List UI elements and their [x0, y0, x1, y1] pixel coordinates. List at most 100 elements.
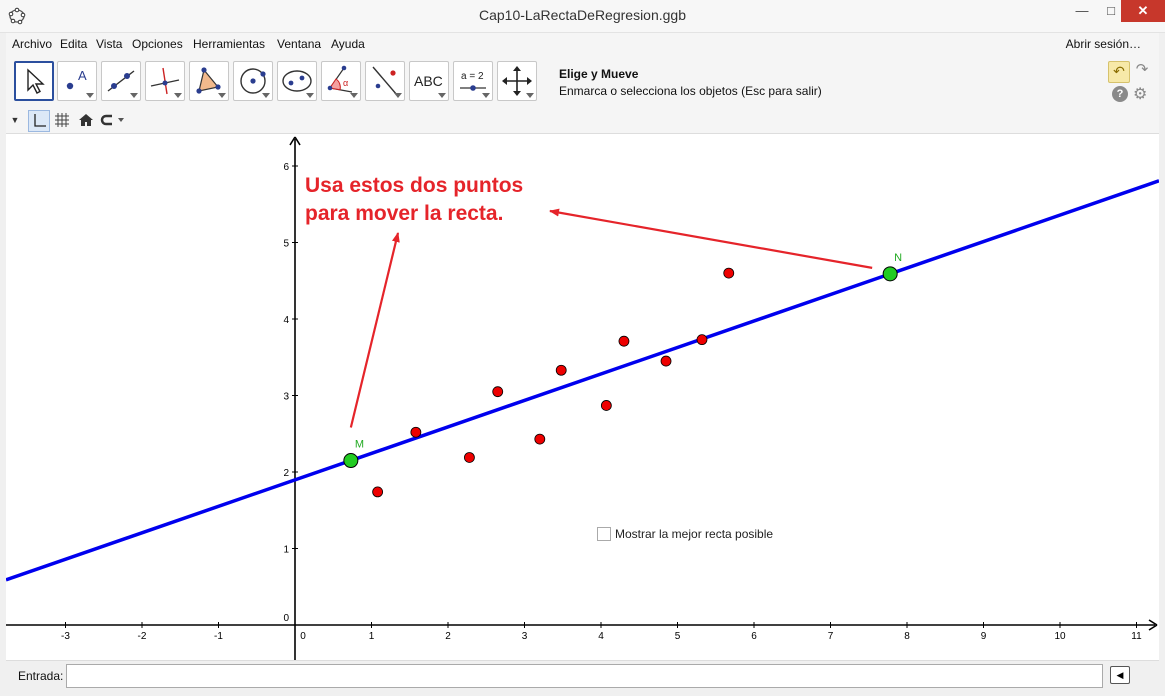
checkbox-box[interactable] [597, 527, 611, 541]
cursor-arrow-icon [27, 68, 45, 94]
x-tick-label: -2 [138, 631, 147, 642]
menu-herramientas[interactable]: Herramientas [193, 37, 266, 51]
title-bar: Cap10-LaRectaDeRegresion.ggb — □ ✕ [0, 0, 1165, 33]
arrow-from-m [349, 232, 400, 428]
undo-button[interactable]: ↶ [1108, 61, 1130, 83]
move-graphics-icon [502, 66, 532, 96]
axis-ticks: -3 -2 -1 0 1 2 3 4 5 6 7 8 9 10 11 0 1 2 3 4 5 6 [61, 162, 1142, 642]
magnet-icon [100, 114, 124, 126]
y-tick-label: 2 [283, 468, 289, 479]
menu-ventana[interactable]: Ventana [277, 37, 322, 51]
minimize-button[interactable]: — [1075, 3, 1089, 18]
x-tick-label: 6 [751, 631, 757, 642]
help-button[interactable]: ? [1112, 86, 1128, 102]
x-tick-label: 0 [300, 631, 306, 642]
line-handles-layer: MN [343, 252, 902, 469]
menu-edita[interactable]: Edita [60, 37, 88, 51]
reflect-tool-button[interactable] [365, 61, 405, 101]
handle-label-m: M [355, 439, 364, 451]
handle-label-n: N [894, 252, 902, 264]
settings-gear-icon[interactable]: ⚙ [1133, 86, 1148, 103]
x-axis-arrow [1148, 619, 1158, 631]
y-tick-label: 5 [283, 239, 289, 250]
axes [6, 136, 1158, 660]
keyboard-icon: ◀ [1116, 670, 1124, 680]
angle-tool-letter: α [343, 78, 348, 88]
data-point [618, 335, 630, 347]
y-tick-label: 1 [283, 545, 289, 556]
data-point [555, 364, 567, 376]
redo-button[interactable]: ↷ [1132, 61, 1152, 81]
polygon-tool-button[interactable] [189, 61, 229, 101]
x-tick-label: 11 [1131, 631, 1142, 642]
close-button[interactable]: ✕ [1121, 0, 1165, 22]
data-point [464, 452, 475, 463]
maximize-button[interactable]: □ [1107, 3, 1115, 18]
move-view-tool-button[interactable] [497, 61, 537, 101]
input-label: Entrada: [18, 669, 64, 683]
text-tool-button[interactable]: ABC [409, 61, 449, 101]
regression-line [6, 179, 1159, 582]
keyboard-toggle-button[interactable]: ◀ [1110, 666, 1130, 684]
login-link[interactable]: Abrir sesión… [1065, 37, 1141, 51]
x-tick-label: 3 [522, 631, 528, 642]
input-bar: Entrada: ◀ [6, 660, 1159, 691]
slider-tool-button[interactable]: a = 2 [453, 61, 493, 101]
move-tool-button[interactable] [14, 61, 54, 101]
grid-icon [55, 113, 69, 127]
graphics-style-bar: ▼ [6, 107, 1159, 133]
circle-tool-button[interactable] [233, 61, 273, 101]
home-icon [79, 114, 93, 126]
y-tick-label: 0 [283, 613, 289, 624]
toggle-axes-button[interactable] [28, 110, 50, 132]
regression-line-layer [6, 179, 1159, 582]
line-tool-button[interactable] [101, 61, 141, 101]
perpendicular-tool-button[interactable] [145, 61, 185, 101]
redo-icon: ↷ [1135, 61, 1149, 78]
menu-archivo[interactable]: Archivo [12, 37, 53, 51]
annotation-line-1: Usa estos dos puntos [305, 174, 524, 197]
y-tick-label: 3 [283, 392, 289, 403]
menu-bar: Archivo Edita Vista Opciones Herramienta… [6, 33, 1159, 57]
tool-help-description: Enmarca o selecciona los objetos (Esc pa… [559, 84, 822, 98]
ellipse-tool-button[interactable] [277, 61, 317, 101]
menu-ayuda[interactable]: Ayuda [331, 37, 365, 51]
window-title: Cap10-LaRectaDeRegresion.ggb [478, 7, 687, 23]
axes-icon [34, 114, 46, 127]
arrow-from-n [549, 208, 873, 269]
x-tick-label: -1 [214, 631, 223, 642]
x-tick-label: 9 [981, 631, 987, 642]
data-point [723, 267, 735, 279]
x-tick-label: 2 [445, 631, 451, 642]
x-tick-label: 4 [598, 631, 604, 642]
input-field[interactable] [66, 664, 1103, 688]
x-tick-label: 1 [369, 631, 375, 642]
handle-point-m[interactable] [343, 453, 359, 469]
y-tick-label: 4 [283, 315, 289, 326]
text-tool-label: ABC [414, 73, 443, 89]
data-point [410, 426, 422, 438]
x-tick-label: -3 [61, 631, 70, 642]
point-capturing-button[interactable] [98, 110, 128, 130]
perpendicular-line-icon [150, 67, 180, 95]
handle-point-n[interactable] [882, 266, 898, 282]
toggle-grid-button[interactable] [52, 110, 72, 130]
line-two-points-icon [107, 70, 135, 92]
menu-opciones[interactable]: Opciones [132, 37, 183, 51]
menu-vista[interactable]: Vista [96, 37, 123, 51]
tool-help-title: Elige y Mueve [559, 67, 639, 81]
slider-tool-label: a = 2 [461, 71, 484, 82]
angle-tool-button[interactable]: α [321, 61, 361, 101]
data-point [696, 334, 708, 346]
data-point [372, 486, 384, 498]
slider-icon: a = 2 [460, 71, 486, 91]
x-tick-label: 5 [675, 631, 681, 642]
stylebar-toggle-button[interactable]: ▼ [10, 115, 20, 125]
point-tool-button[interactable]: A [57, 61, 97, 101]
angle-icon: α [327, 65, 353, 93]
standard-view-button[interactable] [76, 110, 96, 130]
undo-icon: ↶ [1113, 63, 1125, 79]
